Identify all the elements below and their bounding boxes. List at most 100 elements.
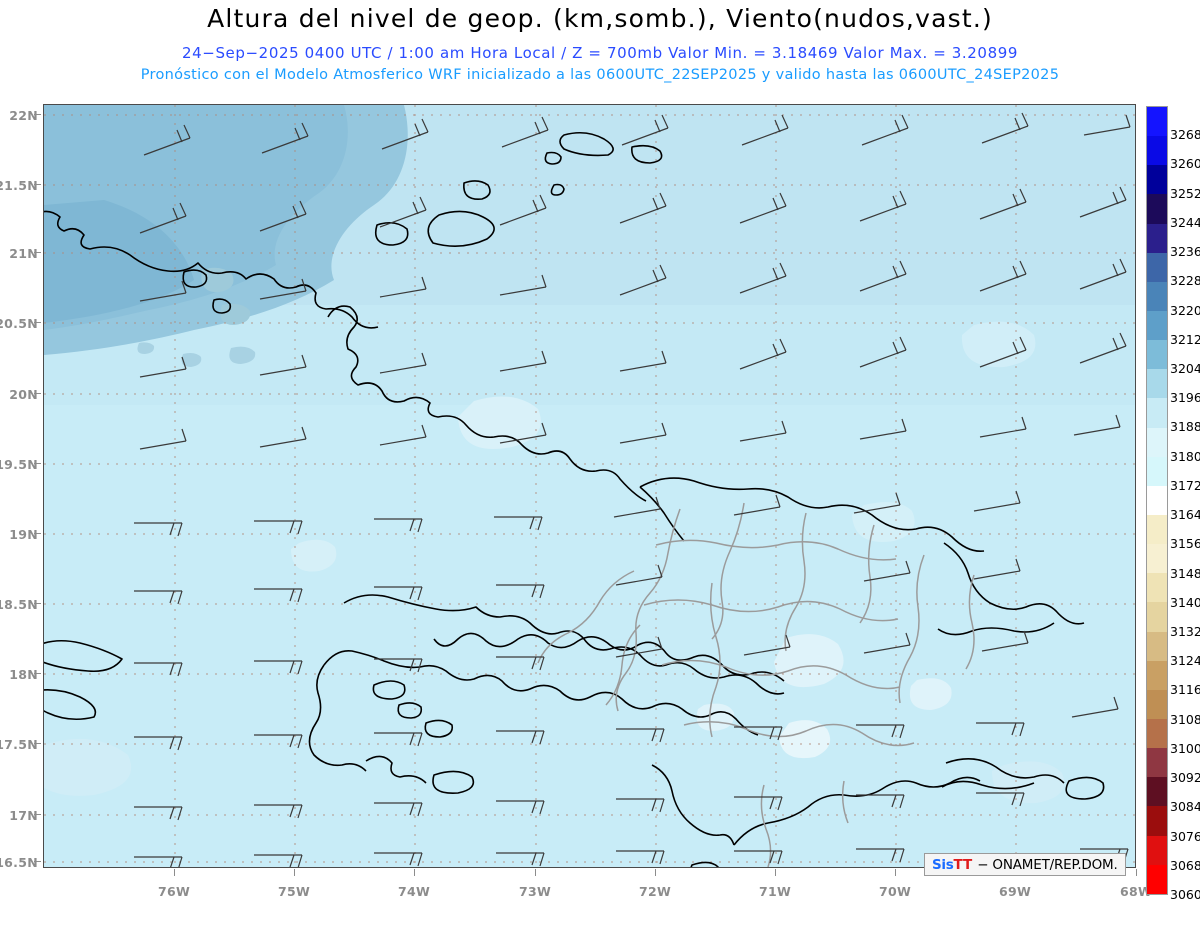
colorbar-swatch[interactable]: [1147, 107, 1167, 137]
x-axis-tick: [174, 869, 175, 876]
colorbar-swatch[interactable]: [1147, 777, 1167, 807]
colorbar-swatch[interactable]: [1147, 660, 1167, 690]
colorbar-tick-label: 3164: [1170, 507, 1200, 523]
y-tick-label: 17.5N: [0, 737, 38, 752]
colorbar-swatch[interactable]: [1147, 252, 1167, 282]
colorbar-swatch[interactable]: [1147, 369, 1167, 399]
colorbar-tick-label: 3244: [1170, 214, 1200, 230]
colorbar-swatch[interactable]: [1147, 398, 1167, 428]
y-axis-tick: [34, 603, 41, 604]
colorbar-tick-label: 3132: [1170, 624, 1200, 639]
colorbar-tick-label: 3156: [1170, 536, 1200, 552]
y-axis-tick: [34, 463, 41, 464]
colorbar-swatch[interactable]: [1147, 136, 1167, 166]
y-tick-label: 21N: [9, 246, 38, 261]
colorbar-tick-label: 3252: [1170, 185, 1200, 201]
y-axis-tick: [34, 814, 41, 815]
colorbar-tick-label: 3140: [1170, 594, 1200, 610]
x-axis-tick: [655, 869, 656, 876]
x-tick-label: 69W: [998, 884, 1032, 899]
colorbar-swatch[interactable]: [1147, 602, 1167, 632]
y-axis-tick: [34, 184, 41, 185]
colorbar-swatch[interactable]: [1147, 806, 1167, 836]
x-axis-tick: [1136, 869, 1137, 876]
y-tick-label: 19N: [9, 527, 38, 542]
colorbar-swatch[interactable]: [1147, 456, 1167, 486]
y-axis-tick: [34, 322, 41, 323]
colorbar-tick-label: 3196: [1170, 390, 1200, 406]
colorbar-swatch[interactable]: [1147, 485, 1167, 515]
colorbar-swatch[interactable]: [1147, 194, 1167, 224]
y-tick-label: 18N: [9, 667, 38, 682]
colorbar-tick-label: 3260: [1170, 156, 1200, 172]
forecast-meta-line: 24−Sep−2025 0400 UTC / 1:00 am Hora Loca…: [181, 44, 1019, 62]
x-tick-label: 75W: [277, 884, 311, 899]
colorbar-swatch[interactable]: [1147, 748, 1167, 778]
map-gridlines: [44, 105, 1135, 867]
province-boundaries: [537, 502, 975, 867]
x-tick-label: 71W: [758, 884, 792, 899]
colorbar-swatch[interactable]: [1147, 310, 1167, 341]
y-tick-label: 19.5N: [0, 457, 38, 472]
y-tick-label: 17N: [9, 808, 38, 823]
colorbar-tick-label: 3212: [1170, 331, 1200, 347]
y-tick-label: 22N: [9, 108, 38, 123]
y-tick-label: 20.5N: [0, 316, 38, 331]
y-tick-label: 18.5N: [0, 597, 38, 612]
page-title: Altura del nivel de geop. (km,somb.), Vi…: [207, 4, 993, 33]
colorbar-tick-label: 3060: [1170, 887, 1200, 902]
x-tick-label: 76W: [157, 884, 191, 899]
y-axis-tick: [34, 393, 41, 394]
colorbar-swatch[interactable]: [1147, 718, 1167, 749]
colorbar-swatch[interactable]: [1147, 573, 1167, 603]
y-axis-tick: [34, 861, 41, 862]
colorbar-swatch[interactable]: [1147, 223, 1167, 253]
map-plot-area[interactable]: [43, 104, 1136, 868]
y-tick-label: 16.5N: [0, 855, 38, 870]
y-tick-label: 20N: [9, 387, 38, 402]
colorbar-tick-label: 3268: [1170, 127, 1200, 143]
colorbar-labels: 3268 3260 3252 3244 3236 3228 3220 3212 3204 3196…: [1170, 106, 1200, 901]
colorbar-tick-label: 3068: [1170, 857, 1200, 873]
y-axis-tick: [34, 114, 41, 115]
colorbar-tick-label: 3076: [1170, 828, 1200, 844]
colorbar-tick-label: 3124: [1170, 653, 1200, 669]
colorbar-swatch[interactable]: [1147, 165, 1167, 195]
geopotential-height-map: [44, 105, 1135, 867]
x-tick-label: 74W: [397, 884, 431, 899]
colorbar-swatch[interactable]: [1147, 340, 1167, 370]
colorbar-tick-label: 3180: [1170, 448, 1200, 464]
colorbar-tick-label: 3220: [1170, 302, 1200, 318]
coastlines: [44, 131, 1105, 867]
colorbar[interactable]: [1146, 106, 1168, 895]
colorbar-tick-label: 3108: [1170, 711, 1200, 727]
y-axis-tick: [34, 533, 41, 534]
colorbar-swatch[interactable]: [1147, 835, 1167, 865]
x-axis-tick: [895, 869, 896, 876]
agency-label: − ONAMET/REP.DOM.: [977, 856, 1118, 873]
colorbar-swatch[interactable]: [1147, 864, 1167, 894]
colorbar-tick-label: 3188: [1170, 419, 1200, 435]
x-axis-tick: [775, 869, 776, 876]
colorbar-swatch[interactable]: [1147, 514, 1167, 545]
y-axis-tick: [34, 252, 41, 253]
model-info-line: Pronóstico con el Modelo Atmosferico WRF…: [140, 67, 1060, 83]
x-tick-label: 72W: [638, 884, 672, 899]
colorbar-tick-label: 3204: [1170, 361, 1200, 376]
colorbar-tick-label: 3116: [1170, 682, 1200, 698]
colorbar-tick-label: 3228: [1170, 273, 1200, 289]
colorbar-swatch[interactable]: [1147, 427, 1167, 457]
colorbar-swatch[interactable]: [1147, 544, 1167, 574]
colorbar-tick-label: 3092: [1170, 770, 1200, 786]
colorbar-swatch[interactable]: [1147, 689, 1167, 719]
colorbar-swatch[interactable]: [1147, 281, 1167, 311]
x-tick-label: 70W: [878, 884, 912, 899]
x-axis-tick: [414, 869, 415, 876]
colorbar-swatch[interactable]: [1147, 631, 1167, 661]
colorbar-tick-label: 3148: [1170, 565, 1200, 581]
x-tick-label: 73W: [518, 884, 552, 899]
sistt-logo-sis: Sis: [932, 856, 954, 873]
sistt-logo-tt: TT: [953, 856, 973, 873]
y-tick-label: 21.5N: [0, 178, 38, 193]
